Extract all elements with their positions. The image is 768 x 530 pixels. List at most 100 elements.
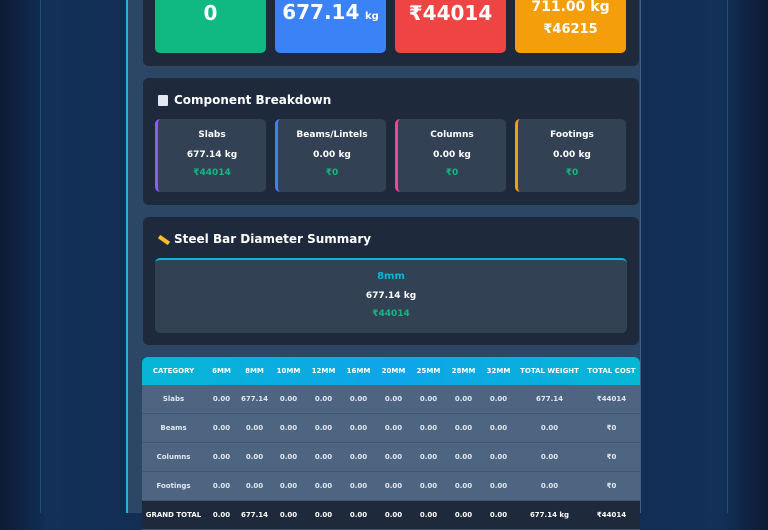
table-cell: 0.00 bbox=[481, 500, 516, 530]
steel-table: CATEGORY 6MM 8MM 10MM 12MM 16MM 20MM 25MM 28MM 32… bbox=[142, 357, 640, 530]
component-name: Beams/Lintels bbox=[296, 130, 368, 140]
table-cell: 0.00 bbox=[411, 385, 446, 414]
table-cell: 677.14 bbox=[238, 385, 271, 414]
table-cell: Columns bbox=[142, 442, 205, 472]
column-header: 28MM bbox=[451, 367, 476, 375]
summary-card: ₹44014 bbox=[395, 0, 506, 53]
column-header: TOTAL WEIGHT bbox=[520, 367, 579, 375]
table-cell: 0.00 bbox=[481, 471, 516, 501]
table-cell: 0.00 bbox=[341, 385, 376, 414]
cost: ₹44014 bbox=[372, 309, 410, 319]
table-cell: 0.00 bbox=[446, 385, 481, 414]
table-row: Columns 0.00 0.00 0.00 0.00 0.00 0.00 0.00 0.00 0… bbox=[142, 442, 640, 472]
table-cell: 0.00 bbox=[411, 500, 446, 530]
column-header: 20MM bbox=[381, 367, 406, 375]
component-name: Slabs bbox=[198, 130, 226, 140]
table-cell: 0.00 bbox=[238, 471, 271, 501]
diameter-section: Steel Bar Diameter Summary 8mm 677.14 kg… bbox=[143, 217, 639, 345]
outer-frame bbox=[40, 0, 728, 513]
table-cell: 0.00 bbox=[271, 500, 306, 530]
table-cell: 0.00 bbox=[306, 500, 341, 530]
column-header: 10MM bbox=[276, 367, 301, 375]
table-cell: 0.00 bbox=[481, 385, 516, 414]
column-header: 32MM bbox=[486, 367, 511, 375]
component-cost: ₹0 bbox=[565, 168, 579, 178]
table-cell: 0.00 bbox=[238, 442, 271, 472]
card-value: 677.14 bbox=[282, 0, 360, 24]
table-cell: 0.00 bbox=[306, 385, 341, 414]
table-cell: ₹0 bbox=[583, 413, 640, 443]
diameter: 8mm bbox=[377, 271, 405, 282]
component-card: Columns 0.00 kg ₹0 bbox=[395, 119, 506, 192]
table-cell: 0.00 bbox=[376, 500, 411, 530]
column-header: 16MM bbox=[346, 367, 371, 375]
table-cell: Slabs bbox=[142, 385, 205, 414]
table-row: GRAND TOTAL 0.00 677.14 0.00 0.00 0.00 0.00 0.0… bbox=[142, 500, 640, 530]
table-row: Beams 0.00 0.00 0.00 0.00 0.00 0.00 0.00 0.00 0.0… bbox=[142, 413, 640, 443]
table-cell: 0.00 bbox=[271, 413, 306, 443]
table-cell: 677.14 bbox=[238, 500, 271, 530]
component-card: Footings 0.00 kg ₹0 bbox=[515, 119, 626, 192]
weight: 677.14 kg bbox=[365, 291, 417, 301]
table-cell: 0.00 bbox=[271, 442, 306, 472]
table-cell: 0.00 bbox=[376, 385, 411, 414]
table-cell: 0.00 bbox=[238, 413, 271, 443]
card-value: 711.00 kg bbox=[531, 0, 610, 15]
table-cell: 0.00 bbox=[516, 442, 583, 472]
table-cell: 0.00 bbox=[341, 413, 376, 443]
component-card: Slabs 677.14 kg ₹44014 bbox=[155, 119, 266, 192]
column-header: 25MM bbox=[416, 367, 441, 375]
summary-card: 711.00 kg ₹46215 bbox=[515, 0, 626, 53]
summary-card: 677.14 kg bbox=[275, 0, 386, 53]
table-cell: 0.00 bbox=[376, 471, 411, 501]
table-cell: 0.00 bbox=[205, 442, 238, 472]
table-cell: ₹44014 bbox=[583, 385, 640, 414]
table-cell: 677.14 bbox=[516, 385, 583, 414]
table-cell: GRAND TOTAL bbox=[142, 500, 205, 530]
table-cell: Footings bbox=[142, 471, 205, 501]
icon bbox=[158, 95, 168, 106]
column-header: 8MM bbox=[245, 367, 264, 375]
component-cost: ₹0 bbox=[445, 168, 459, 178]
table-cell: 0.00 bbox=[446, 413, 481, 443]
table-cell: ₹0 bbox=[583, 442, 640, 472]
table-cell: 0.00 bbox=[306, 413, 341, 443]
table-cell: 0.00 bbox=[481, 413, 516, 443]
table-cell: 0.00 bbox=[205, 500, 238, 530]
table-cell: 0.00 bbox=[411, 413, 446, 443]
table-cell: 0.00 bbox=[205, 385, 238, 414]
table-cell: ₹0 bbox=[583, 471, 640, 501]
table-cell: 0.00 bbox=[411, 471, 446, 501]
column-header: 6MM bbox=[212, 367, 231, 375]
table-wrap: CATEGORY 6MM 8MM 10MM 12MM 16MM 20MM 25MM 28MM 32… bbox=[142, 357, 640, 530]
column-header: 12MM bbox=[311, 367, 336, 375]
table-cell: 0.00 bbox=[341, 500, 376, 530]
summary-card: 0 bbox=[155, 0, 266, 53]
table-cell: 0.00 bbox=[481, 442, 516, 472]
section-title: Steel Bar Diameter Summary bbox=[174, 232, 372, 246]
component-cost: ₹0 bbox=[325, 168, 339, 178]
card-value: 0 bbox=[203, 1, 218, 25]
component-name: Columns bbox=[430, 130, 474, 140]
card-unit: kg bbox=[364, 11, 379, 22]
table-cell: 0.00 bbox=[446, 442, 481, 472]
table-cell: 0.00 bbox=[516, 413, 583, 443]
component-weight: 0.00 kg bbox=[313, 150, 351, 160]
section-title: Component Breakdown bbox=[174, 93, 332, 107]
table-cell: 677.14 kg bbox=[516, 500, 583, 530]
column-header: CATEGORY bbox=[152, 367, 195, 375]
table-cell: 0.00 bbox=[341, 442, 376, 472]
table-cell: 0.00 bbox=[271, 471, 306, 501]
card-value: ₹44014 bbox=[408, 1, 493, 25]
table-cell: 0.00 bbox=[306, 442, 341, 472]
table-cell: 0.00 bbox=[205, 471, 238, 501]
diameter-card: 8mm 677.14 kg ₹44014 bbox=[155, 258, 627, 333]
table-cell: 0.00 bbox=[446, 500, 481, 530]
component-weight: 0.00 kg bbox=[553, 150, 591, 160]
table-cell: 0.00 bbox=[271, 385, 306, 414]
table-row: Slabs 0.00 677.14 0.00 0.00 0.00 0.00 0.00 0.00 0… bbox=[142, 385, 640, 414]
table-cell: 0.00 bbox=[376, 413, 411, 443]
table-cell: 0.00 bbox=[516, 471, 583, 501]
component-weight: 677.14 kg bbox=[186, 150, 238, 160]
